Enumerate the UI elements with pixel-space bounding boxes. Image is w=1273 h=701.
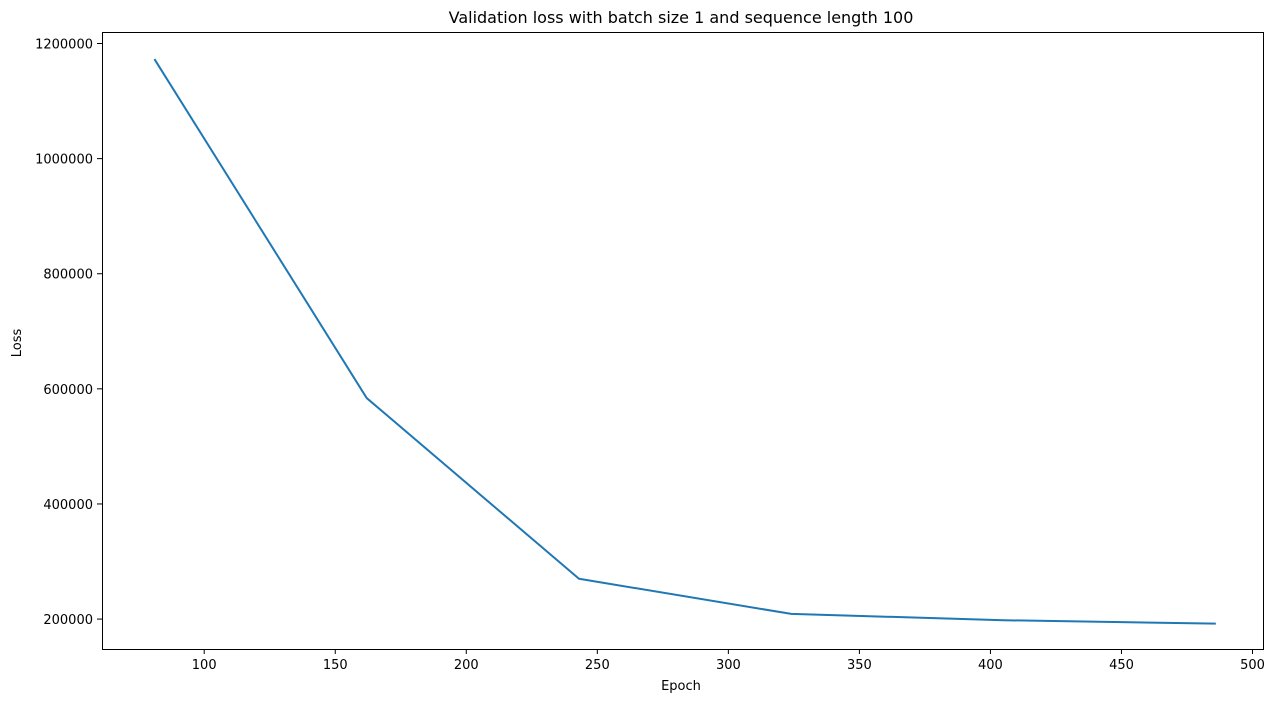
y-tick-label: 1000000 [35,153,93,168]
x-tick-label: 450 [1109,658,1134,673]
x-tick-label: 400 [978,658,1003,673]
x-tick-label: 350 [847,658,872,673]
x-tick-label: 200 [454,658,479,673]
y-axis: 200000 400000 600000 800000 1000000 1200000 [35,38,102,628]
x-tick-label: 500 [1240,658,1265,673]
x-tick-label: 100 [192,658,217,673]
x-axis-label: Epoch [661,679,701,694]
x-tick-label: 150 [323,658,348,673]
y-tick-label: 400000 [43,498,93,513]
chart-title: Validation loss with batch size 1 and se… [449,8,914,27]
y-axis-label: Loss [10,329,25,358]
x-tick-label: 300 [716,658,741,673]
y-tick-label: 200000 [43,613,93,628]
series-line [153,58,1216,625]
plot-area [153,58,1216,625]
y-tick-label: 800000 [43,268,93,283]
x-tick-label: 250 [585,658,610,673]
plot-frame [102,32,1264,650]
y-tick-label: 1200000 [35,38,93,53]
y-tick-label: 600000 [43,383,93,398]
x-axis: 100 150 200 250 300 350 400 450 500 [192,649,1265,673]
